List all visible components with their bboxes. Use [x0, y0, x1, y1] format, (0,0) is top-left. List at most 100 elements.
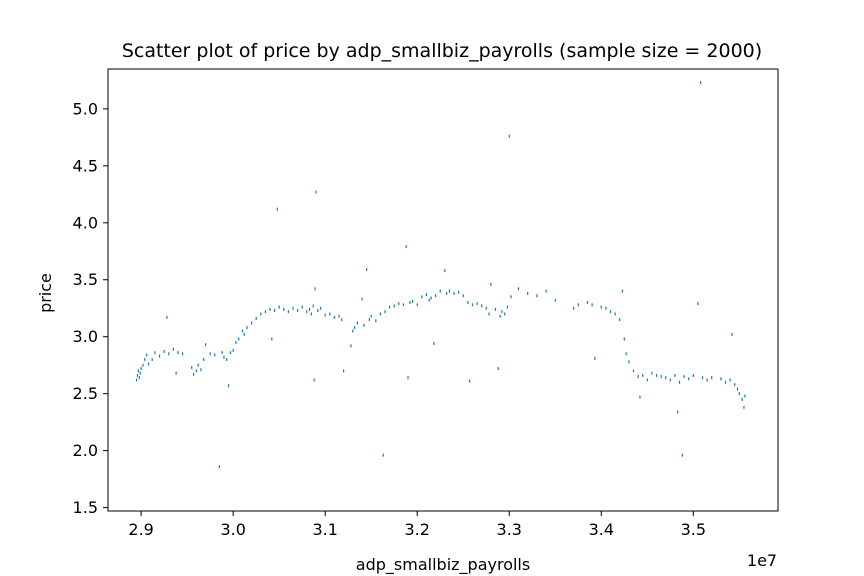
data-point: [292, 306, 294, 310]
data-point: [317, 309, 319, 313]
y-tick-label: 4.0: [73, 213, 98, 232]
data-point: [363, 323, 365, 327]
y-tick-label: 3.0: [73, 327, 98, 346]
data-point: [642, 373, 644, 377]
data-point: [200, 368, 202, 372]
data-point: [389, 305, 391, 309]
data-point: [494, 307, 497, 311]
x-axis-offset-label: 1e7: [747, 551, 777, 570]
data-point: [683, 375, 685, 379]
data-point: [554, 298, 556, 302]
data-point: [370, 314, 372, 318]
data-point: [621, 289, 624, 293]
data-point: [260, 312, 262, 316]
data-point: [320, 306, 322, 310]
y-tick-label: 5.0: [73, 99, 98, 118]
y-tick-label: 3.5: [73, 270, 98, 289]
data-point: [154, 351, 156, 355]
data-point: [488, 312, 490, 316]
data-point: [637, 375, 639, 379]
data-point: [439, 289, 441, 293]
x-tick-label: 2.9: [128, 520, 153, 539]
data-point: [306, 310, 308, 314]
data-point: [425, 293, 428, 297]
data-point: [481, 304, 483, 308]
data-point: [499, 314, 501, 318]
data-point: [214, 353, 216, 357]
data-point: [163, 350, 165, 354]
data-point: [375, 319, 377, 323]
data-point: [356, 321, 359, 325]
y-axis-ticks: 1.5 2.0 2.5 3.0 3.5 4.0 4.5 5.0: [73, 99, 108, 517]
data-point: [651, 371, 653, 375]
data-point: [407, 376, 409, 380]
data-point: [501, 310, 503, 314]
data-point: [577, 303, 579, 307]
data-point: [135, 378, 138, 382]
data-point: [296, 309, 299, 313]
data-point: [146, 353, 148, 357]
data-point: [144, 357, 146, 361]
data-point: [421, 295, 423, 299]
data-point: [209, 352, 211, 356]
data-point: [744, 394, 746, 398]
data-point: [506, 305, 509, 309]
data-point: [301, 305, 303, 309]
y-axis-label: price: [36, 273, 55, 313]
data-point: [600, 305, 602, 309]
data-point: [382, 453, 384, 457]
data-point: [255, 316, 257, 320]
data-point: [324, 313, 326, 317]
data-point: [343, 369, 345, 373]
data-point: [738, 392, 740, 396]
data-point: [720, 377, 722, 381]
data-point: [734, 383, 736, 387]
data-point: [444, 269, 446, 273]
data-point: [379, 312, 382, 316]
data-point: [350, 344, 352, 348]
chart-title: Scatter plot of price by adp_smallbiz_pa…: [122, 40, 762, 62]
data-point: [197, 363, 199, 367]
data-point: [605, 306, 607, 310]
data-point: [428, 298, 430, 302]
x-axis-ticks: 2.9 3.0 3.1 3.2 3.3 3.4 3.5: [128, 511, 706, 539]
data-point: [140, 367, 142, 371]
data-point: [329, 312, 331, 316]
data-point: [313, 378, 315, 382]
x-axis-label: adp_smallbiz_payrolls: [356, 555, 530, 575]
data-point: [536, 294, 538, 298]
data-point: [614, 312, 616, 316]
data-point: [366, 267, 368, 271]
y-tick-label: 2.0: [73, 441, 98, 460]
data-point: [368, 318, 370, 322]
data-point: [158, 354, 161, 358]
data-point: [485, 306, 487, 310]
data-point: [308, 307, 311, 311]
data-point: [660, 375, 662, 379]
data-point: [706, 378, 708, 382]
data-point: [235, 340, 237, 344]
data-point: [177, 351, 179, 355]
x-tick-label: 3.0: [220, 520, 245, 539]
data-point: [147, 362, 150, 366]
data-point: [192, 372, 195, 376]
data-point: [273, 309, 276, 313]
data-point: [458, 290, 460, 294]
data-point: [314, 287, 316, 291]
data-point: [223, 355, 225, 359]
data-point: [609, 310, 612, 314]
data-point: [241, 329, 243, 333]
data-point: [711, 376, 713, 380]
data-point: [221, 351, 223, 355]
data-point: [729, 378, 731, 382]
data-point: [594, 356, 596, 360]
data-point: [226, 357, 228, 361]
data-point: [203, 357, 205, 361]
data-point: [490, 282, 492, 286]
data-point: [354, 326, 356, 330]
data-point: [646, 378, 648, 382]
data-point: [142, 363, 144, 367]
data-point: [246, 326, 248, 330]
x-tick-label: 3.1: [312, 520, 337, 539]
